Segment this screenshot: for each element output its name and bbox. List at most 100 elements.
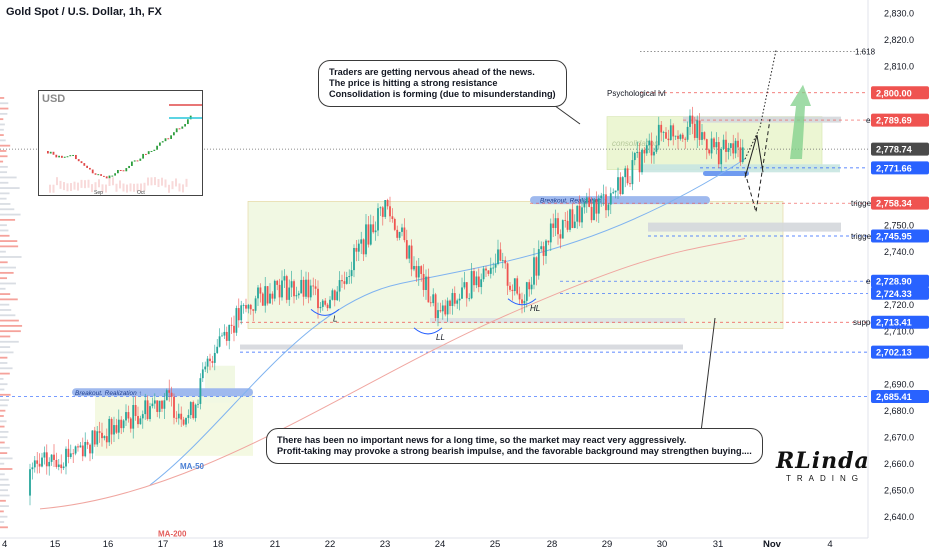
candle-body: [626, 168, 629, 184]
candle-body: [45, 452, 48, 467]
candle-body: [372, 224, 375, 233]
candle-body: [117, 419, 120, 433]
candle-body: [360, 239, 363, 244]
candle-body: [420, 266, 423, 274]
volume-profile-bar: [0, 505, 9, 507]
candle-body: [170, 392, 173, 397]
volume-profile-bar: [0, 176, 17, 179]
candle-body: [137, 416, 139, 425]
candle-body: [561, 220, 564, 239]
inset-volume-bar: [49, 184, 51, 193]
inset-volume-bar: [77, 182, 79, 191]
candle-body: [497, 249, 499, 265]
zone-range: [247, 201, 784, 329]
price-label-text: 2,685.41: [876, 392, 912, 402]
inset-candle: [136, 160, 139, 162]
candle-body: [684, 138, 687, 140]
candle-body: [494, 264, 497, 268]
candle-body: [132, 405, 135, 429]
candle-body: [547, 240, 550, 243]
x-tick-label: 21: [270, 539, 281, 550]
candle-body: [187, 415, 190, 418]
candle-body: [141, 414, 144, 419]
candle-body: [362, 239, 365, 255]
volume-profile-bar: [0, 160, 4, 163]
candle-body: [612, 192, 615, 194]
volume-profile-bar: [0, 261, 8, 264]
candle-body: [120, 419, 123, 429]
candle-body: [36, 460, 39, 464]
candle-body: [139, 418, 142, 425]
band-trigger2: [648, 222, 841, 232]
candle-body: [617, 177, 619, 191]
candle-body: [273, 280, 276, 299]
candle-body: [446, 300, 449, 315]
candle-body: [679, 134, 682, 139]
chart-title: Gold Spot / U.S. Dollar, 1h, FX: [6, 6, 162, 18]
candle-body: [607, 204, 610, 211]
inset-volume-bar: [112, 177, 114, 186]
volume-profile-bar: [0, 383, 8, 386]
zone-small: [205, 365, 235, 403]
candle-body: [74, 446, 77, 454]
candle-body: [590, 206, 593, 221]
candle-body: [504, 260, 507, 264]
volume-profile-bar: [0, 118, 4, 121]
candle-body: [319, 306, 322, 309]
candle-body: [240, 305, 243, 321]
price-label-text: 2,728.90: [876, 277, 912, 287]
candle-body: [465, 282, 468, 299]
inset-candle: [178, 128, 181, 130]
candle-body: [595, 199, 598, 214]
y-tick-label: 2,750.0: [884, 220, 914, 230]
price-label-bg: [871, 196, 929, 210]
candle-body: [449, 300, 451, 306]
volume-profile-bar: [0, 107, 9, 110]
inset-volume-bar: [115, 183, 118, 192]
volume-profile-bar: [0, 362, 8, 364]
candle-body: [516, 278, 519, 294]
inset-volume-bar: [73, 181, 76, 190]
candle-body: [727, 147, 730, 152]
volume-profile-bar: [0, 165, 8, 168]
candle-body: [470, 271, 473, 299]
candle-body: [501, 260, 504, 261]
inset-volume-bar: [56, 177, 58, 186]
volume-profile-bar: [0, 224, 7, 227]
candle-body: [134, 405, 137, 417]
candle-body: [252, 309, 255, 311]
price-label-bg: [871, 274, 929, 288]
candle-body: [254, 298, 257, 311]
candle-body: [84, 441, 87, 457]
candle-body: [276, 280, 279, 285]
inset-x-label: Sep: [94, 190, 103, 195]
candle-body: [81, 445, 84, 457]
volume-profile-bar: [0, 128, 4, 131]
y-tick-label: 2,650.0: [884, 485, 914, 495]
candle-body: [213, 352, 216, 363]
level-name: trigger2: [851, 232, 879, 241]
logo-sub: TRADING: [786, 474, 864, 483]
candle-body: [281, 280, 283, 298]
level-name: Psychological lvl: [607, 89, 666, 98]
candle-body: [609, 193, 612, 205]
inset-candle: [83, 163, 86, 166]
note-bottom-pointer: [699, 317, 716, 441]
candle-body: [348, 276, 351, 278]
inset-candle: [80, 161, 83, 164]
candle-body: [681, 134, 684, 139]
candle-body: [55, 459, 58, 467]
inset-candle: [133, 160, 136, 162]
candle-body: [101, 432, 103, 439]
candle-body: [737, 140, 739, 148]
candle-body: [581, 207, 583, 223]
candle-body: [600, 195, 603, 199]
projection-up-dotted: [744, 50, 777, 160]
y-tick-label: 2,660.0: [884, 459, 914, 469]
volume-profile-bar: [0, 393, 11, 396]
volume-profile-bar: [0, 340, 19, 343]
note-top-line-3: Consolidation is forming (due to misunde…: [329, 89, 556, 99]
volume-profile-bar: [0, 139, 6, 142]
inset-volume-bar: [168, 184, 170, 193]
